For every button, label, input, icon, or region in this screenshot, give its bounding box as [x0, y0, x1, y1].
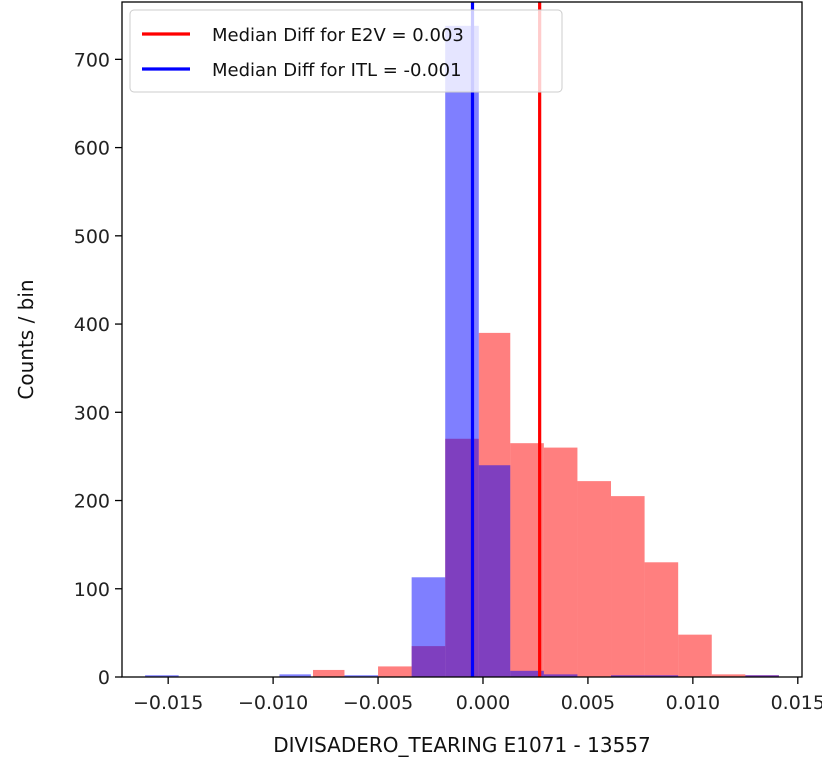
bar-e2v-7: [577, 481, 612, 677]
bar-itl-6: [510, 670, 544, 677]
x-axis: −0.015 −0.010 −0.005 0.000 0.005 0.010 0.015: [133, 677, 822, 714]
x-axis-label: DIVISADERO_TEARING E1071 - 13557: [273, 733, 651, 757]
bar-itl-0: [145, 675, 179, 677]
x-tick-label-5: 0.010: [666, 692, 720, 714]
histogram-bars: [145, 25, 779, 677]
x-tick-label-2: −0.005: [343, 692, 413, 714]
legend: Median Diff for E2V = 0.003 Median Diff f…: [129, 9, 563, 93]
y-tick-label-0: 0: [98, 667, 110, 689]
x-tick-label-0: −0.015: [133, 692, 203, 714]
y-axis-label: Counts / bin: [14, 279, 38, 399]
plot-area: [121, 1, 803, 678]
y-axis: 0 100 200 300 400 500 600 700: [74, 49, 122, 689]
bar-itl-3: [411, 577, 446, 677]
y-tick-label-5: 500: [74, 226, 110, 248]
y-tick-label-2: 200: [74, 491, 110, 513]
y-tick-label-4: 400: [74, 314, 110, 336]
y-tick-label-6: 600: [74, 138, 110, 160]
bar-e2v-10: [678, 634, 712, 677]
x-tick-label-4: 0.005: [561, 692, 615, 714]
plot-frame: [121, 1, 803, 678]
bar-itl-8: [611, 675, 645, 677]
bar-e2v-8: [611, 496, 645, 677]
bar-e2v-9: [644, 562, 679, 677]
legend-box: [129, 9, 563, 93]
legend-label-1: Median Diff for ITL = -0.001: [212, 60, 462, 81]
x-tick-label-3: 0.000: [456, 692, 510, 714]
bar-itl-1: [279, 674, 311, 677]
y-tick-label-7: 700: [74, 49, 110, 71]
bar-itl-2: [344, 675, 379, 677]
bar-e2v-0: [312, 669, 345, 677]
bar-itl-7: [543, 674, 578, 677]
bar-e2v-6: [543, 447, 578, 677]
bar-itl-10: [745, 675, 779, 677]
y-tick-label-1: 100: [74, 579, 110, 601]
bar-e2v-11: [711, 674, 746, 677]
median-lines: [470, 2, 542, 677]
bar-itl-5: [478, 465, 511, 677]
bar-e2v-1: [378, 666, 412, 677]
legend-label-0: Median Diff for E2V = 0.003: [212, 25, 464, 46]
x-tick-label-6: 0.015: [771, 692, 822, 714]
x-tick-label-1: −0.010: [238, 692, 308, 714]
y-tick-label-3: 300: [74, 402, 110, 424]
bar-itl-9: [644, 675, 679, 677]
